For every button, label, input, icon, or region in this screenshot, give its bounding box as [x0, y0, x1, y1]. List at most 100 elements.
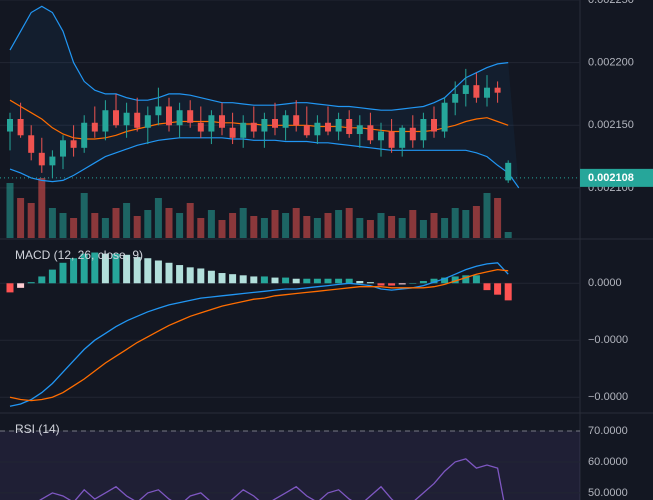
volume-bar: [38, 178, 46, 238]
volume-bar: [229, 213, 237, 238]
volume-bar: [6, 183, 14, 238]
histogram-bar: [165, 262, 173, 284]
candle-body: [462, 85, 469, 94]
band-line: [9, 5, 509, 111]
rsi-panel: [0, 430, 580, 500]
candle-body: [409, 127, 416, 141]
candle-body: [346, 119, 353, 135]
candle-body: [420, 119, 427, 141]
volume-bar: [186, 203, 194, 238]
volume-bar: [335, 210, 343, 238]
volume-bar: [451, 208, 459, 238]
histogram-bar: [176, 265, 184, 284]
candle-body: [176, 110, 183, 126]
volume-bar: [398, 218, 406, 238]
y-tick-label: 0.0000: [588, 277, 622, 289]
candle-body: [399, 127, 406, 148]
histogram-bar: [144, 258, 152, 284]
candle-body: [102, 110, 109, 132]
candle-body: [197, 122, 204, 132]
histogram-bar: [271, 277, 279, 284]
histogram-bar: [260, 276, 268, 284]
volume-bar: [303, 216, 311, 238]
histogram-bar: [419, 281, 427, 284]
histogram-bar: [282, 277, 290, 284]
candle-body: [187, 110, 194, 123]
histogram-bar: [335, 278, 343, 284]
histogram-bar: [451, 276, 459, 284]
histogram-bar: [388, 283, 396, 286]
candle-body: [155, 106, 162, 116]
histogram-bar: [197, 268, 205, 284]
volume-bar: [218, 220, 226, 238]
histogram-bar: [239, 275, 247, 284]
volume-bar: [154, 198, 162, 238]
signal-line: [9, 268, 509, 402]
candle-body: [60, 140, 66, 157]
histogram-bar: [229, 274, 237, 284]
candle-body: [356, 125, 363, 135]
volume-bar: [207, 210, 215, 238]
candle-body: [49, 156, 56, 166]
candle-body: [261, 119, 268, 132]
rsi-title: RSI (14): [15, 422, 60, 436]
volume-bar: [250, 216, 258, 238]
histogram-bar: [345, 278, 353, 284]
histogram-bar: [17, 283, 25, 288]
volume-bar: [409, 210, 417, 238]
volume-bar: [441, 218, 449, 238]
volume-bar: [101, 218, 109, 238]
volume-bar: [80, 193, 88, 238]
volume-bar: [123, 203, 131, 238]
volume-bar: [17, 198, 25, 238]
volume-bar: [260, 218, 268, 238]
macd-title: MACD (12, 26, close, 9): [15, 248, 143, 262]
volume-bar: [419, 220, 427, 238]
macd-line: [9, 262, 509, 407]
candle-body: [282, 115, 289, 128]
histogram-bar: [133, 257, 141, 284]
histogram-bar: [80, 253, 88, 284]
volume-bar: [483, 193, 491, 238]
volume-bar: [345, 208, 353, 238]
histogram-bar: [483, 283, 491, 291]
candle-body: [473, 85, 480, 98]
y-tick-label: 60.0000: [588, 456, 628, 468]
volume-bar: [112, 208, 120, 238]
histogram-bar: [59, 262, 67, 284]
candle-body: [303, 125, 310, 136]
volume-bar: [494, 198, 502, 238]
candle-body: [166, 106, 172, 126]
volume-bar: [91, 213, 99, 238]
volume-bar: [27, 203, 35, 238]
histogram-bar: [218, 273, 226, 284]
histogram-bar: [313, 278, 321, 284]
candle-body: [28, 135, 35, 153]
candle-body: [123, 112, 130, 126]
volume-bar: [292, 208, 300, 238]
y-tick-label: 0.002150: [588, 119, 634, 131]
candle-body: [367, 125, 374, 141]
candle-body: [293, 115, 300, 126]
candle-body: [335, 119, 342, 132]
candle-body: [91, 122, 98, 132]
histogram-bar: [6, 283, 14, 293]
volume-bar: [48, 208, 56, 238]
y-tick-label: 0.002200: [588, 57, 634, 69]
histogram-bar: [91, 252, 99, 284]
candle-body: [388, 131, 395, 148]
histogram-bar: [27, 282, 35, 284]
volume-bar: [133, 216, 141, 238]
histogram-bar: [377, 283, 385, 286]
histogram-bar: [154, 260, 162, 284]
histogram-bar: [101, 253, 109, 284]
volume-bar: [356, 218, 364, 238]
candle-body: [134, 112, 141, 128]
last-price-tag: [580, 168, 653, 187]
volume-bar: [313, 218, 321, 238]
y-tick-label: 50.0000: [588, 487, 628, 499]
histogram-bar: [494, 283, 502, 295]
histogram-bar: [250, 276, 258, 284]
